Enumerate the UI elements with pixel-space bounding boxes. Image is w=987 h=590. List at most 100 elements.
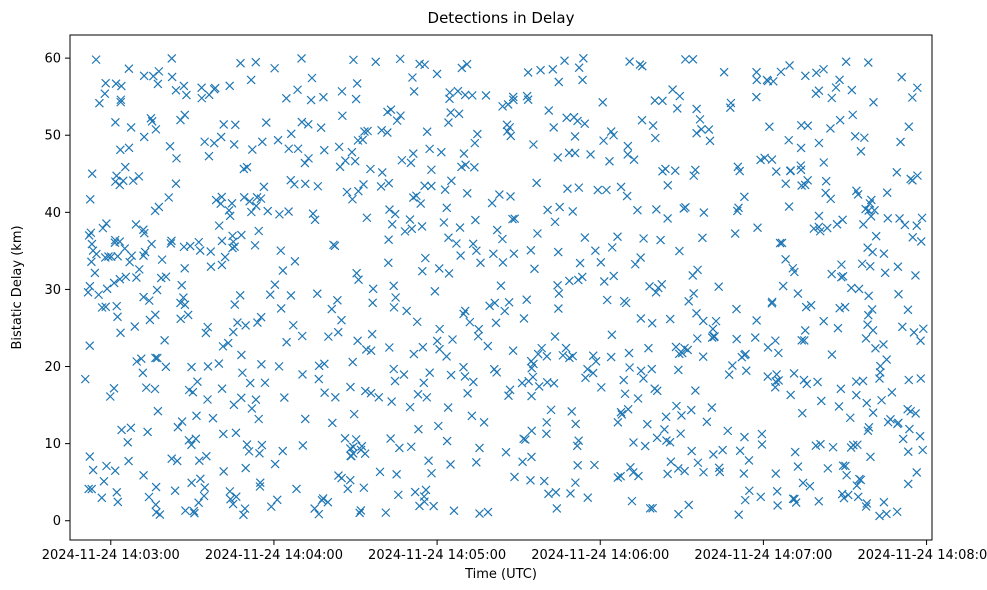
scatter-point <box>527 426 537 436</box>
scatter-point <box>307 73 317 83</box>
scatter-point <box>586 150 595 159</box>
scatter-point <box>708 449 718 459</box>
scatter-point <box>491 318 501 328</box>
scatter-point <box>564 276 574 286</box>
scatter-point <box>702 417 712 427</box>
scatter-point <box>303 119 313 129</box>
scatter-point <box>206 262 216 272</box>
scatter-point <box>771 167 781 176</box>
scatter-point <box>500 306 510 316</box>
scatter-point <box>916 374 926 383</box>
scatter-point <box>342 187 352 197</box>
scatter-point <box>796 161 806 171</box>
scatter-point <box>211 195 221 205</box>
scatter-point <box>237 368 247 378</box>
scatter-point <box>692 128 702 138</box>
scatter-point <box>552 504 562 513</box>
scatter-point <box>143 427 153 437</box>
scatter-point <box>197 83 207 93</box>
scatter-point <box>675 91 685 101</box>
scatter-point <box>665 437 675 447</box>
scatter-point <box>184 435 194 445</box>
scatter-point <box>732 206 742 216</box>
scatter-point <box>661 412 671 422</box>
scatter-point <box>772 486 782 496</box>
scatter-point <box>449 506 459 516</box>
scatter-point <box>318 493 328 503</box>
scatter-point <box>726 98 736 108</box>
scatter-point <box>442 352 451 361</box>
scatter-point <box>821 188 831 198</box>
scatter-point <box>444 118 453 127</box>
scatter-point <box>227 198 237 208</box>
scatter-point <box>85 341 95 351</box>
scatter-point <box>345 444 355 454</box>
scatter-point <box>673 365 683 375</box>
scatter-point <box>843 490 853 500</box>
scatter-point <box>562 113 572 123</box>
scatter-point <box>470 138 480 148</box>
scatter-point <box>235 290 245 300</box>
scatter-point <box>389 364 399 374</box>
y-tick-label: 20 <box>44 360 61 375</box>
scatter-point <box>432 69 442 79</box>
scatter-point <box>134 264 144 274</box>
scatter-point <box>674 509 683 519</box>
scatter-point <box>564 353 574 363</box>
scatter-point <box>282 337 292 347</box>
scatter-point <box>629 438 638 447</box>
scatter-point <box>563 184 572 194</box>
scatter-point <box>239 164 249 174</box>
scatter-point <box>908 232 918 242</box>
scatter-point <box>533 349 543 359</box>
scatter-point <box>564 148 574 158</box>
scatter-point <box>361 345 371 354</box>
scatter-point <box>676 429 686 439</box>
scatter-point <box>856 146 866 156</box>
scatter-point <box>616 471 626 481</box>
scatter-point <box>83 287 93 297</box>
scatter-point <box>892 507 902 517</box>
scatter-point <box>409 349 419 359</box>
scatter-point <box>217 260 227 270</box>
scatter-point <box>351 434 361 444</box>
y-axis: 0 10 20 30 40 50 60 <box>44 52 70 529</box>
scatter-point <box>120 244 130 253</box>
scatter-point <box>580 119 590 129</box>
scatter-point <box>811 89 821 99</box>
scatter-point <box>101 78 111 88</box>
scatter-point <box>831 83 841 92</box>
scatter-point <box>131 219 141 229</box>
scatter-point <box>87 484 97 494</box>
scatter-point <box>151 124 161 134</box>
scatter-point <box>348 194 357 204</box>
scatter-point <box>572 441 582 451</box>
scatter-point <box>247 404 257 413</box>
scatter-point <box>376 182 386 191</box>
scatter-point <box>443 403 453 412</box>
scatter-point <box>665 314 675 324</box>
scatter-point <box>131 273 141 283</box>
scatter-point <box>147 116 157 126</box>
scatter-point <box>508 346 518 356</box>
scatter-point <box>620 389 630 399</box>
scatter-point <box>554 77 564 87</box>
scatter-point <box>799 335 809 345</box>
scatter-point <box>692 334 702 343</box>
scatter-point <box>236 58 245 68</box>
scatter-point <box>916 236 926 246</box>
scatter-point <box>297 117 307 127</box>
scatter-point <box>734 203 743 213</box>
scatter-point <box>798 478 808 488</box>
scatter-point <box>836 272 846 282</box>
scatter-point <box>471 246 481 256</box>
scatter-point <box>355 508 365 518</box>
scatter-point <box>171 179 181 189</box>
scatter-point <box>527 452 536 462</box>
scatter-point <box>446 176 456 186</box>
scatter-point <box>368 284 378 294</box>
scatter-point <box>366 388 376 398</box>
scatter-point <box>167 72 177 82</box>
scatter-point <box>674 349 684 359</box>
scatter-point <box>289 179 299 189</box>
